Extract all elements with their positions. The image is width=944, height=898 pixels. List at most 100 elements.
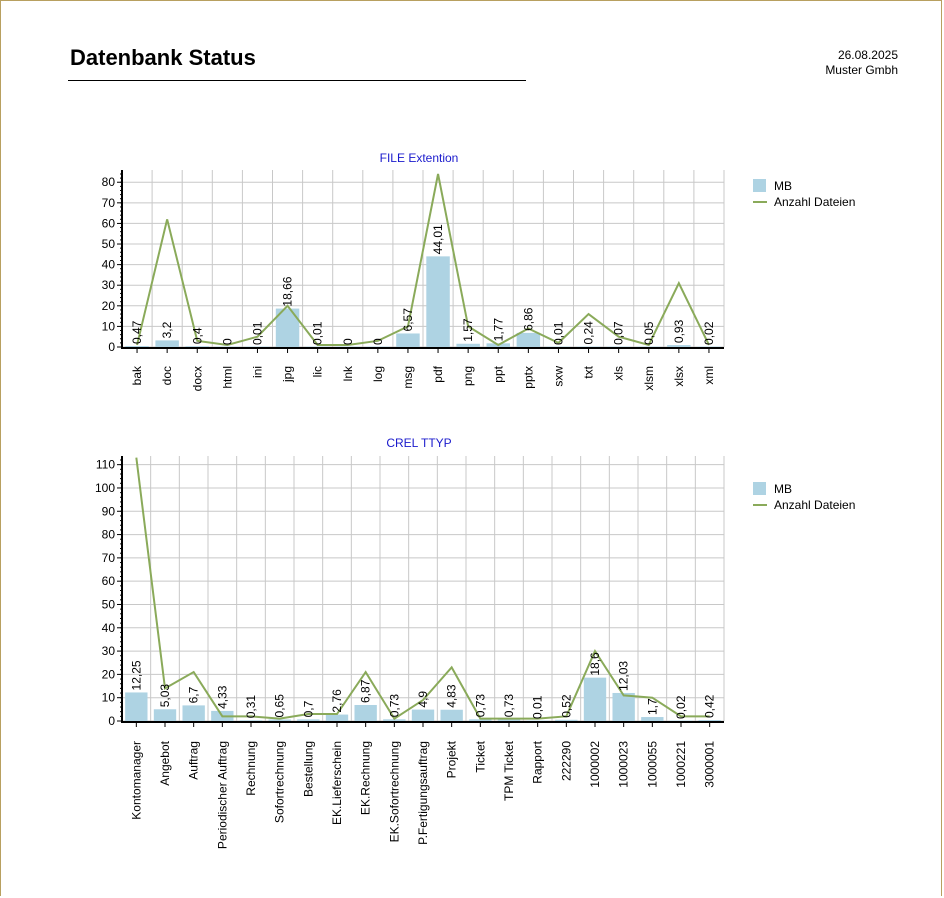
bar-txt: [576, 346, 601, 347]
category-label: EK.Sofortrechnung: [387, 741, 401, 842]
y-tick-label: 30: [102, 278, 116, 292]
category-label: 1000023: [617, 741, 631, 788]
category-label: 1000221: [674, 741, 688, 788]
y-tick-label: 110: [96, 458, 115, 472]
bar-Bestellung: [297, 719, 320, 721]
data-label: 0,01: [311, 321, 325, 345]
data-label: 1,57: [461, 318, 475, 342]
bar-msg: [396, 333, 420, 347]
category-label: xlsm: [642, 366, 656, 391]
bar-EK.Lieferschein: [325, 714, 349, 721]
bar-Kontomanager: [125, 692, 148, 721]
data-label: 0,24: [582, 321, 596, 345]
data-label: 0,07: [612, 321, 626, 345]
data-label: 1,7: [645, 698, 659, 715]
bar-html: [215, 346, 240, 347]
data-label: 0,73: [502, 694, 516, 718]
bar-pptx: [516, 332, 541, 347]
data-label: 0,42: [703, 694, 717, 718]
category-label: jpg: [281, 366, 295, 383]
data-label: 3,2: [160, 321, 174, 338]
legend-label-mb: MB: [774, 482, 792, 496]
category-label: xml: [702, 366, 716, 385]
y-tick-label: 30: [102, 644, 116, 658]
y-tick-label: 80: [102, 175, 116, 189]
bar-sxw: [546, 346, 571, 347]
y-tick-label: 20: [102, 667, 116, 681]
category-label: Rechnung: [244, 741, 258, 796]
data-label: 0,93: [672, 319, 686, 343]
data-label: 0,31: [244, 695, 258, 719]
bar-xlsx: [667, 345, 691, 347]
y-tick-label: 10: [102, 691, 116, 705]
y-tick-label: 60: [102, 574, 116, 588]
category-label: lnk: [341, 365, 355, 381]
bar-1000023: [612, 692, 635, 721]
category-label: Auftrag: [187, 741, 201, 780]
report-date: 26.08.2025: [837, 48, 898, 62]
category-label: Angebot: [158, 740, 172, 785]
y-tick-label: 50: [102, 597, 116, 611]
legend-label-mb: MB: [774, 179, 792, 193]
bar-1000221: [669, 720, 693, 721]
category-label: ini: [250, 366, 264, 378]
category-label: 3000001: [703, 741, 717, 788]
category-label: lic: [311, 366, 325, 377]
category-label: xls: [612, 366, 626, 381]
line-series-anzahl-dateien: [135, 457, 710, 721]
category-label: pdf: [431, 365, 445, 382]
data-label: 0: [341, 338, 355, 345]
y-tick-label: 40: [102, 258, 116, 272]
legend-swatch-mb: [753, 179, 766, 192]
bar-ini: [245, 346, 270, 347]
legend-swatch-mb: [753, 482, 766, 495]
legend-label-anzahl: Anzahl Dateien: [774, 498, 855, 512]
bar-3000001: [698, 720, 721, 721]
bar-pdf: [426, 256, 450, 347]
y-tick-label: 90: [102, 504, 116, 518]
category-label: doc: [160, 366, 174, 385]
company-name: Muster Gmbh: [825, 63, 898, 77]
data-label: 44,01: [431, 224, 445, 254]
y-tick-label: 0: [108, 340, 115, 354]
bar-1000002: [583, 677, 607, 721]
data-label: 0,73: [387, 694, 401, 718]
y-tick-label: 60: [102, 216, 116, 230]
line-series-anzahl-dateien: [136, 173, 710, 347]
bar-bak: [125, 346, 149, 347]
y-tick-label: 40: [102, 621, 116, 635]
category-label: msg: [401, 366, 415, 389]
category-label: EK.Lieferschein: [330, 741, 344, 825]
category-label: Projekt: [445, 740, 459, 778]
bar-png: [456, 343, 480, 347]
y-tick-label: 70: [102, 551, 116, 565]
bar-Sofortrechnung: [268, 719, 291, 721]
bar-xlsm: [637, 346, 661, 347]
report-meta: 26.08.2025 Muster Gmbh: [825, 48, 898, 78]
data-label: 6,86: [521, 307, 535, 331]
bar-Auftrag: [182, 705, 205, 721]
y-tick-label: 10: [102, 319, 116, 333]
data-label: 1,77: [491, 318, 505, 342]
bar-1000055: [641, 717, 664, 721]
data-label: 0,52: [559, 694, 573, 718]
bar-jpg: [275, 308, 300, 347]
bar-docx: [185, 346, 209, 347]
category-label: docx: [190, 366, 204, 391]
title-underline: [68, 80, 526, 81]
data-label: 0,73: [473, 694, 487, 718]
bar-lic: [305, 346, 330, 347]
category-label: xlsx: [672, 366, 686, 387]
data-label: 0,02: [702, 321, 716, 345]
bar-TPM Ticket: [497, 719, 521, 721]
category-label: 222290: [559, 741, 573, 781]
data-label: 6,87: [359, 679, 373, 703]
category-label: 1000055: [645, 741, 659, 788]
category-label: html: [220, 366, 234, 389]
data-label: 5,03: [158, 684, 172, 708]
data-label: 0: [220, 338, 234, 345]
data-label: 0: [371, 338, 385, 345]
bar-Rechnung: [239, 720, 263, 721]
data-label: 12,03: [617, 661, 631, 691]
